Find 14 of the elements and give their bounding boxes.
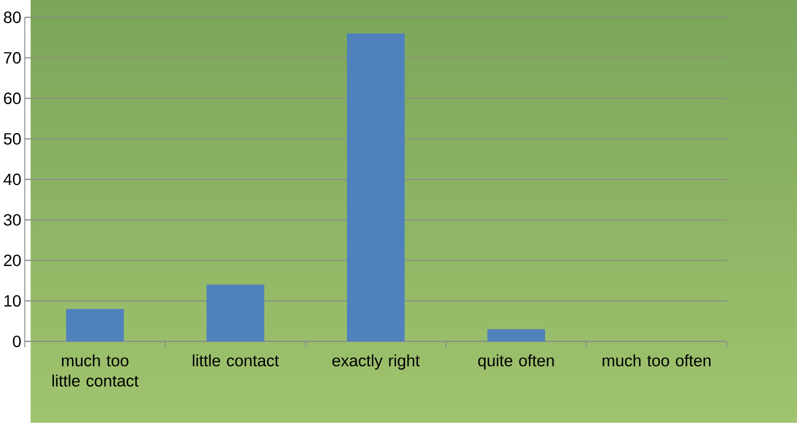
y-tick-label: 50 — [4, 132, 21, 145]
x-tick-label: quite often — [478, 354, 554, 370]
y-tick-label: 70 — [4, 52, 21, 64]
y-tick-label: 20 — [4, 254, 21, 266]
x-tick-label: much too often — [602, 354, 710, 366]
x-tick-label: much too little contact — [52, 354, 138, 387]
y-tick-label: 40 — [4, 173, 21, 186]
y-tick-label: 0 — [12, 336, 21, 348]
x-tick-label: exactly right — [332, 354, 420, 370]
y-tick-label: 60 — [4, 92, 21, 104]
y-tick-label: 80 — [4, 11, 21, 24]
y-tick-label: 30 — [4, 214, 21, 226]
x-tick-label: little contact — [192, 354, 279, 366]
y-tick-label: 10 — [4, 295, 21, 307]
